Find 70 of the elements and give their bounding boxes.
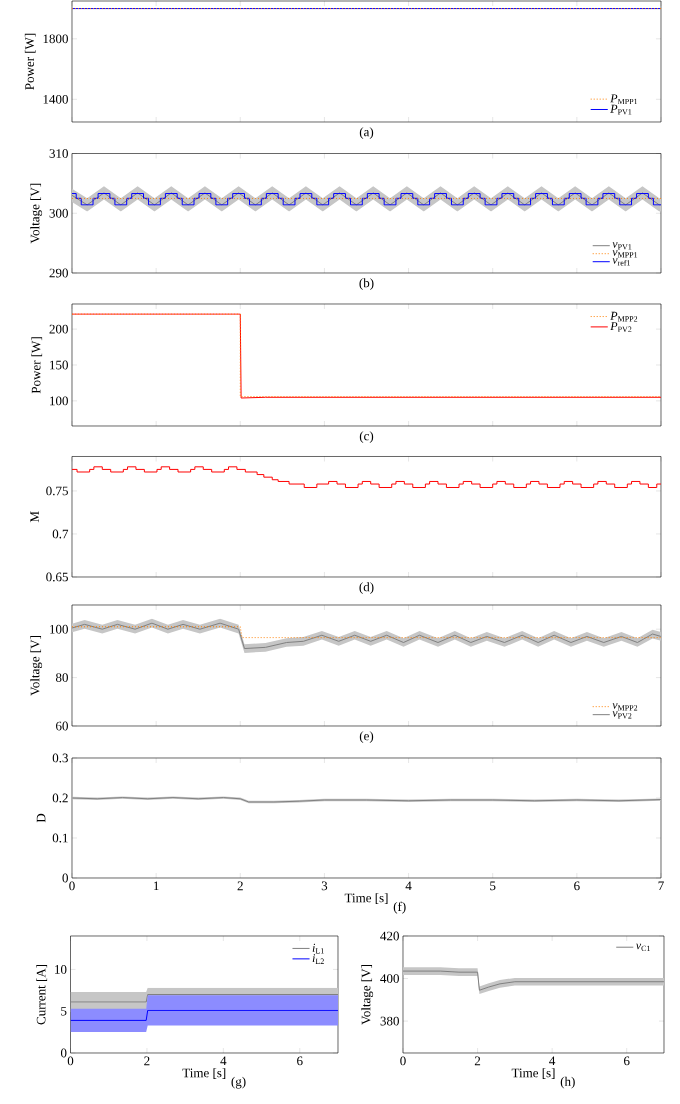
y-axis-title: Voltage [V] xyxy=(361,965,374,1025)
x-tick-label: 2 xyxy=(144,1056,150,1066)
y-tick-label: 380 xyxy=(380,1016,399,1026)
y-axis-title: Power [W] xyxy=(31,337,43,394)
legend-label: v$_{PV1}$ xyxy=(612,242,632,250)
legend-label: i$_{L2}$ xyxy=(312,954,324,964)
y-tick-label: 100 xyxy=(50,396,68,406)
y-tick-label: 420 xyxy=(380,931,399,941)
y-tick-label: 0.2 xyxy=(52,793,68,803)
legend-label: P$_{MPP1}$ xyxy=(610,94,638,105)
y-tick-label: 80 xyxy=(55,673,68,682)
x-tick-label: 2 xyxy=(237,881,243,891)
legend-label: P$_{PV1}$ xyxy=(610,104,632,115)
text: (d) xyxy=(359,582,374,594)
text: (c) xyxy=(359,431,374,443)
x-axis-title: Time [s] xyxy=(182,1068,226,1079)
x-tick-label: 4 xyxy=(549,1056,556,1066)
y-tick-label: 1400 xyxy=(43,94,68,104)
y-tick-label: 0.65 xyxy=(46,572,68,582)
legend-label: v$_{MPP2}$ xyxy=(612,703,638,711)
x-axis-title: Time [s] xyxy=(511,1068,555,1079)
y-tick-label: 0.75 xyxy=(46,486,68,496)
y-tick-label: 0.1 xyxy=(52,833,68,843)
y-tick-label: 400 xyxy=(380,974,399,983)
text: (a) xyxy=(359,127,374,139)
legend-label: v$_{MPP1}$ xyxy=(612,250,638,258)
y-axis-title: Voltage [V] xyxy=(30,183,43,244)
x-tick-label: 3 xyxy=(321,881,328,891)
y-tick-label: 100 xyxy=(50,624,68,634)
y-tick-label: 0.7 xyxy=(52,529,69,539)
legend-label: v$_{ref1}$ xyxy=(612,258,630,266)
x-tick-label: 0 xyxy=(69,881,75,891)
x-tick-label: 2 xyxy=(474,1056,481,1066)
legend-label: P$_{PV2}$ xyxy=(610,322,632,332)
y-tick-label: 0.3 xyxy=(52,753,68,763)
y-tick-label: 310 xyxy=(49,149,68,158)
x-tick-label: 4 xyxy=(220,1056,227,1066)
y-axis-title: M xyxy=(30,511,39,523)
x-tick-label: 6 xyxy=(624,1056,630,1066)
text: (f) xyxy=(393,901,406,914)
text: (g) xyxy=(231,1076,246,1089)
y-tick-label: 300 xyxy=(49,208,68,218)
x-tick-label: 0 xyxy=(400,1056,406,1066)
legend-label: P$_{MPP2}$ xyxy=(610,311,638,322)
x-tick-label: 6 xyxy=(574,881,580,891)
y-tick-label: 0 xyxy=(62,873,68,883)
legend-label: i$_{L1}$ xyxy=(312,943,324,954)
y-axis-title: Voltage [V] xyxy=(30,636,43,696)
x-tick-label: 1 xyxy=(154,881,159,891)
y-axis-title: D xyxy=(36,813,46,823)
y-axis-title: Power [W] xyxy=(24,33,36,90)
x-tick-label: 4 xyxy=(405,881,412,891)
legend-label: v$_{PV2}$ xyxy=(612,711,632,719)
y-tick-label: 0 xyxy=(60,1048,67,1058)
x-tick-label: 6 xyxy=(297,1056,303,1066)
y-tick-label: 200 xyxy=(49,324,68,334)
x-tick-label: 5 xyxy=(490,881,496,891)
text: (b) xyxy=(359,278,374,290)
y-tick-label: 60 xyxy=(56,721,68,731)
x-axis-title: Time [s] xyxy=(344,893,388,904)
text: (e) xyxy=(359,731,374,743)
y-tick-label: 5 xyxy=(61,1006,67,1016)
y-tick-label: 290 xyxy=(49,268,68,278)
y-tick-label: 10 xyxy=(55,965,67,974)
text: (h) xyxy=(560,1076,575,1089)
y-tick-label: 150 xyxy=(50,360,68,370)
y-axis-title: Current [A] xyxy=(36,964,48,1025)
x-tick-label: 7 xyxy=(658,881,664,891)
legend-label: v$_{C1}$ xyxy=(635,943,650,952)
y-tick-label: 1800 xyxy=(43,34,68,44)
